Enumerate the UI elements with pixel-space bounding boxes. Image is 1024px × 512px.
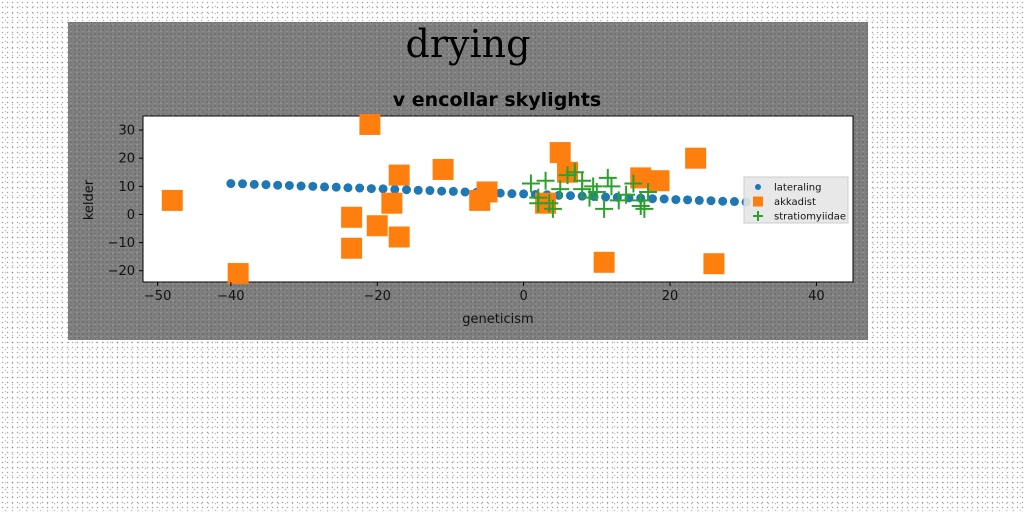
- stratiomyiidae-point: [595, 199, 614, 218]
- stratiomyiidae-point: [639, 182, 658, 201]
- lateraling-point: [296, 181, 306, 191]
- lateraling-point: [261, 180, 271, 190]
- lateraling-point: [437, 186, 447, 196]
- stratiomyiidae-point: [551, 180, 570, 199]
- stratiomyiidae-point: [587, 182, 606, 201]
- legend-label-lateraling: lateraling: [774, 183, 821, 194]
- stratiomyiidae-point: [617, 185, 636, 204]
- x-tick-label: 40: [808, 289, 825, 304]
- akkadist-point: [685, 147, 707, 169]
- lateraling-point: [331, 182, 341, 192]
- lateraling-point: [226, 179, 236, 189]
- lateraling-point: [320, 182, 330, 192]
- lateraling-point: [308, 181, 318, 191]
- lateraling-point: [460, 187, 470, 197]
- lateraling-point: [647, 194, 657, 204]
- stratiomyiidae-point: [631, 191, 650, 210]
- lateraling-point: [671, 195, 681, 205]
- lateraling-point: [402, 185, 412, 195]
- lateraling-point: [425, 186, 435, 196]
- lateraling-point: [495, 188, 505, 198]
- x-tick-label: 0: [519, 289, 527, 304]
- stratiomyiidae-point: [521, 174, 540, 193]
- legend-marker-stratiomyiidae: [753, 211, 763, 221]
- lateraling-point: [565, 191, 575, 201]
- stratiomyiidae-point: [602, 177, 621, 196]
- y-tick-label: 10: [118, 180, 135, 195]
- lateraling-point: [413, 185, 423, 195]
- legend-label-akkadist: akkadist: [774, 197, 816, 208]
- lateraling-point: [659, 194, 669, 204]
- akkadist-point: [359, 113, 381, 135]
- legend: lateraling akkadist stratiomyiidae: [743, 176, 849, 224]
- akkadist-point: [161, 189, 183, 211]
- scatter-chart: drying v encollar skylights −50 −40 −20 0 20…: [82, 22, 854, 327]
- lateraling-point: [706, 196, 716, 206]
- figure-panel: drying v encollar skylights −50 −40 −20 0 20…: [68, 22, 868, 340]
- y-tick-label: −10: [108, 236, 135, 251]
- lateraling-point: [249, 179, 259, 189]
- legend-marker-lateraling: [755, 184, 761, 190]
- x-tick-label: −40: [217, 289, 244, 304]
- lateraling-point: [366, 184, 376, 194]
- stratiomyiidae-point: [543, 199, 562, 218]
- legend-marker-akkadist: [753, 196, 763, 207]
- akkadist-point: [227, 263, 249, 285]
- lateraling-point: [284, 180, 294, 190]
- akkadist-point: [381, 192, 403, 214]
- lateraling-point: [448, 186, 458, 196]
- stratiomyiidae-point: [598, 168, 617, 187]
- y-tick-label: −20: [108, 264, 135, 279]
- akkadist-point: [549, 142, 571, 164]
- y-tick-label: 20: [118, 152, 135, 167]
- y-tick-label: 0: [127, 208, 135, 223]
- lateraling-point: [390, 184, 400, 194]
- lateraling-point: [355, 183, 365, 193]
- lateraling-point: [519, 189, 529, 199]
- stratiomyiidae-point: [635, 199, 654, 218]
- stratiomyiidae-point: [536, 171, 555, 190]
- akkadist-point: [341, 237, 363, 259]
- stratiomyiidae-point: [573, 180, 592, 199]
- stratiomyiidae-point: [565, 163, 584, 182]
- x-tick-label: 20: [662, 289, 679, 304]
- lateraling-point: [729, 197, 739, 207]
- x-tick-label: −50: [144, 289, 171, 304]
- legend-label-stratiomyiidae: stratiomyiidae: [774, 212, 846, 223]
- y-tick-label: 30: [118, 124, 135, 139]
- akkadist-point: [366, 215, 388, 237]
- lateraling-point: [343, 183, 353, 193]
- akkadist-point: [432, 158, 454, 180]
- stratiomyiidae-point: [558, 166, 577, 185]
- akkadist-point: [648, 170, 670, 192]
- lateraling-point: [378, 184, 388, 194]
- lateraling-point: [718, 196, 728, 206]
- lateraling-point: [601, 192, 611, 202]
- lateraling-point: [507, 189, 517, 199]
- axis-layer: −50 −40 −20 0 20 40 −20 −10 0 10 20 30: [108, 124, 825, 304]
- figure-suptitle: drying: [406, 22, 531, 66]
- lateraling-point: [273, 180, 283, 190]
- akkadist-point: [388, 226, 410, 248]
- akkadist-point: [476, 181, 498, 203]
- lateraling-point: [694, 195, 704, 205]
- x-axis-label: geneticism: [462, 312, 533, 327]
- y-axis-label: kelder: [82, 179, 97, 220]
- akkadist-point: [703, 253, 725, 275]
- lateraling-point: [683, 195, 693, 205]
- akkadist-point: [593, 251, 615, 273]
- x-tick-label: −20: [364, 289, 391, 304]
- lateraling-point: [238, 179, 248, 189]
- chart-title: v encollar skylights: [393, 89, 601, 111]
- akkadist-point: [341, 206, 363, 228]
- stratiomyiidae-point: [624, 174, 643, 193]
- data-layer: [161, 113, 763, 285]
- akkadist-point: [388, 164, 410, 186]
